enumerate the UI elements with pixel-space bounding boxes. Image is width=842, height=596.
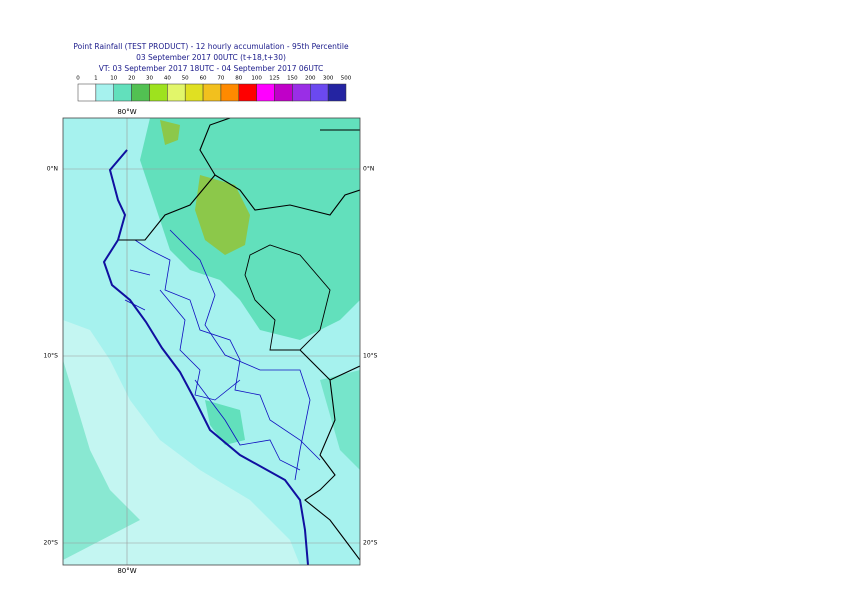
lat-label: 10°S (363, 353, 378, 360)
legend-label: 30 (146, 76, 153, 82)
title-line: 03 September 2017 00UTC (t+18,t+30) (136, 53, 286, 62)
legend-label: 200 (305, 76, 316, 82)
legend-label: 10 (110, 76, 117, 82)
legend-swatch (167, 83, 186, 102)
title-block: Point Rainfall (TEST PRODUCT) - 12 hourl… (73, 42, 349, 73)
legend-swatch (184, 83, 204, 102)
lat-label: 10°S (44, 353, 59, 360)
legend-label: 70 (217, 76, 224, 82)
legend-swatch (149, 83, 168, 102)
lon-label: 80°W (117, 108, 136, 116)
legend-label: 300 (323, 76, 334, 82)
legend-swatch (274, 83, 293, 102)
legend-label: 0 (76, 76, 80, 82)
legend-swatch (238, 83, 257, 102)
lat-labels: 0°N 0°N 10°S 10°S 20°S 20°S (44, 166, 378, 547)
legend-label: 150 (287, 76, 298, 82)
region-borders (124, 229, 321, 481)
legend-label: 40 (164, 76, 171, 82)
lon-label: 80°W (117, 567, 136, 575)
legend-swatch (327, 83, 347, 102)
legend-label: 80 (235, 76, 242, 82)
rain-south (205, 400, 245, 445)
rain-peak (160, 120, 180, 145)
legend-swatch (95, 83, 114, 102)
rain-east (320, 370, 360, 470)
legend-label: 60 (200, 76, 207, 82)
map-frame (62, 117, 361, 566)
legend-label: 125 (269, 76, 280, 82)
legend-label: 20 (128, 76, 135, 82)
rain-north (140, 118, 360, 340)
legend-swatch (131, 83, 150, 102)
legend-label: 100 (251, 76, 262, 82)
legend-swatch (202, 83, 222, 102)
legend-swatch (256, 83, 275, 102)
map (63, 118, 360, 565)
lat-label: 20°S (363, 540, 378, 547)
legend-swatch (220, 83, 240, 102)
coastline (102, 149, 309, 565)
legend-label: 50 (182, 76, 189, 82)
lat-label: 0°N (363, 166, 374, 173)
title-line: Point Rainfall (TEST PRODUCT) - 12 hourl… (73, 42, 349, 51)
title-line: VT: 03 September 2017 18UTC - 04 Septemb… (99, 64, 324, 73)
legend-swatch (77, 83, 97, 102)
rain-peak (195, 175, 250, 255)
legend-label: 1 (94, 76, 98, 82)
lat-label: 0°N (47, 166, 58, 173)
rain-sea (63, 360, 140, 560)
lat-label: 20°S (44, 540, 59, 547)
legend-label: 500 (341, 76, 352, 82)
legend-swatch (310, 83, 329, 102)
legend-swatch (292, 83, 311, 102)
legend-swatch (113, 83, 132, 102)
legend: 0 1 10 20 30 40 50 60 70 80 100 125 150 200 300 500 (76, 76, 352, 102)
